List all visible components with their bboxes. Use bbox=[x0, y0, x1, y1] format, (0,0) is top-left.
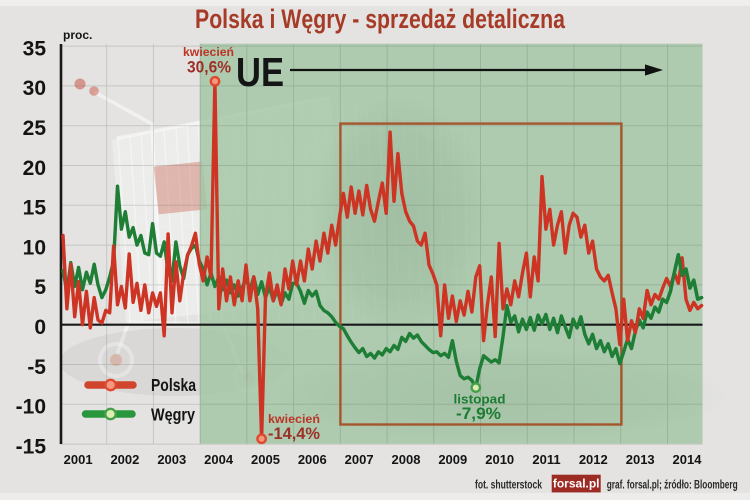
svg-text:-5: -5 bbox=[27, 356, 46, 379]
svg-text:2010: 2010 bbox=[485, 452, 514, 467]
svg-text:2012: 2012 bbox=[579, 452, 608, 467]
svg-text:2004: 2004 bbox=[204, 452, 234, 467]
svg-text:20: 20 bbox=[23, 157, 46, 180]
svg-text:2006: 2006 bbox=[298, 452, 327, 467]
svg-text:2013: 2013 bbox=[626, 452, 655, 467]
svg-text:-15: -15 bbox=[16, 435, 47, 458]
svg-text:2002: 2002 bbox=[110, 452, 139, 467]
svg-text:-7,9%: -7,9% bbox=[456, 404, 501, 423]
svg-text:Polska: Polska bbox=[151, 375, 196, 395]
svg-text:Węgry: Węgry bbox=[151, 405, 195, 425]
svg-text:30,6%: 30,6% bbox=[187, 58, 231, 77]
svg-text:-14,4%: -14,4% bbox=[268, 424, 320, 443]
svg-text:graf. forsal.pl; źródło: Bloo: graf. forsal.pl; źródło: Bloomberg bbox=[607, 480, 738, 492]
svg-text:30: 30 bbox=[23, 77, 46, 100]
svg-text:2014: 2014 bbox=[673, 452, 703, 467]
svg-text:kwiecień: kwiecień bbox=[268, 414, 320, 426]
svg-text:10: 10 bbox=[23, 236, 46, 259]
svg-text:Polska i Węgry - sprzedaż deta: Polska i Węgry - sprzedaż detaliczna bbox=[195, 4, 566, 34]
svg-text:5: 5 bbox=[34, 276, 46, 299]
svg-text:2008: 2008 bbox=[392, 452, 421, 467]
svg-text:2009: 2009 bbox=[438, 452, 467, 467]
svg-text:UE: UE bbox=[236, 49, 284, 95]
svg-text:15: 15 bbox=[23, 197, 47, 220]
svg-text:fot. shutterstock: fot. shutterstock bbox=[475, 480, 542, 492]
svg-text:listopad: listopad bbox=[454, 393, 506, 407]
svg-text:kwiecień: kwiecień bbox=[183, 47, 234, 59]
svg-text:2001: 2001 bbox=[64, 452, 93, 467]
svg-text:-10: -10 bbox=[16, 396, 46, 419]
svg-text:0: 0 bbox=[34, 316, 46, 339]
svg-text:25: 25 bbox=[23, 117, 47, 140]
svg-text:2005: 2005 bbox=[251, 452, 280, 467]
svg-text:proc.: proc. bbox=[63, 28, 92, 42]
svg-text:2003: 2003 bbox=[157, 452, 186, 467]
svg-text:2011: 2011 bbox=[532, 452, 560, 467]
svg-text:2007: 2007 bbox=[345, 452, 374, 467]
svg-text:35: 35 bbox=[23, 37, 47, 60]
svg-text:forsal.pl: forsal.pl bbox=[553, 477, 600, 491]
